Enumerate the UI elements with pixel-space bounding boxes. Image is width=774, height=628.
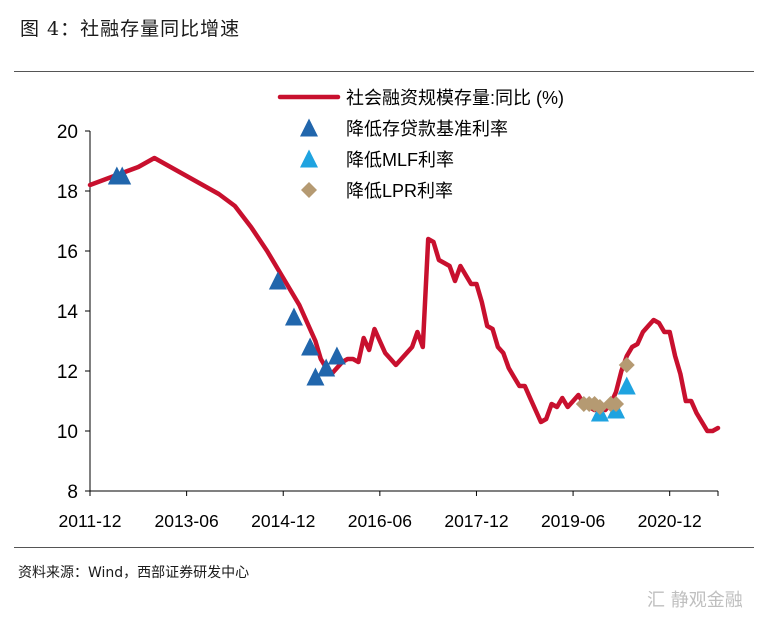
rrr-cut-marker — [306, 367, 325, 386]
rrr-cut-marker — [113, 166, 132, 185]
watermark: 汇 静观金融 — [647, 590, 743, 611]
source-note: 资料来源：Wind，西部证券研发中心 — [18, 565, 250, 581]
rrr-cut-marker — [327, 346, 346, 365]
x-tick-label: 2017-12 — [444, 511, 508, 531]
x-tick-label: 2016-06 — [348, 511, 412, 531]
x-tick-label: 2020-12 — [638, 511, 702, 531]
legend-label-line: 社会融资规模存量:同比 (%) — [346, 88, 564, 108]
x-tick-label: 2019-06 — [541, 511, 605, 531]
figure-title: 图 4：社融存量同比增速 — [20, 18, 241, 40]
y-tick-label: 10 — [57, 422, 78, 443]
legend-mlf-swatch — [300, 149, 318, 168]
rrr-cut-marker — [301, 337, 320, 356]
x-tick-label: 2014-12 — [251, 511, 315, 531]
y-tick-label: 14 — [57, 302, 79, 323]
legend-lpr-swatch — [301, 182, 317, 198]
bottom-rule — [14, 547, 754, 548]
x-tick-label: 2011-12 — [59, 511, 122, 531]
y-tick-label: 20 — [57, 122, 78, 143]
legend-label-lpr: 降低LPR利率 — [346, 181, 453, 201]
y-tick-label: 18 — [57, 182, 78, 203]
top-rule — [14, 71, 754, 72]
lpr-cut-marker — [618, 357, 635, 373]
axes: 8 10 12 14 16 18 20 2011-12 2013-06 2014-12 2016-0… — [57, 122, 719, 531]
mlf-cut-marker — [617, 376, 636, 395]
series-line-social-financing — [87, 155, 721, 434]
lpr-cut-marker — [608, 396, 625, 412]
y-tick-label: 16 — [57, 242, 78, 263]
rrr-cut-marker — [317, 358, 336, 377]
series-layer — [87, 155, 721, 434]
y-tick-label: 8 — [67, 482, 78, 503]
legend-label-rrr: 降低存贷款基准利率 — [346, 119, 508, 139]
legend-rrr-swatch — [300, 118, 318, 137]
y-tick-label: 12 — [57, 362, 78, 383]
legend-label-mlf: 降低MLF利率 — [346, 150, 454, 170]
rrr-cut-marker — [284, 307, 303, 326]
x-tick-label: 2013-06 — [154, 511, 218, 531]
rrr-cut-marker — [268, 271, 287, 290]
